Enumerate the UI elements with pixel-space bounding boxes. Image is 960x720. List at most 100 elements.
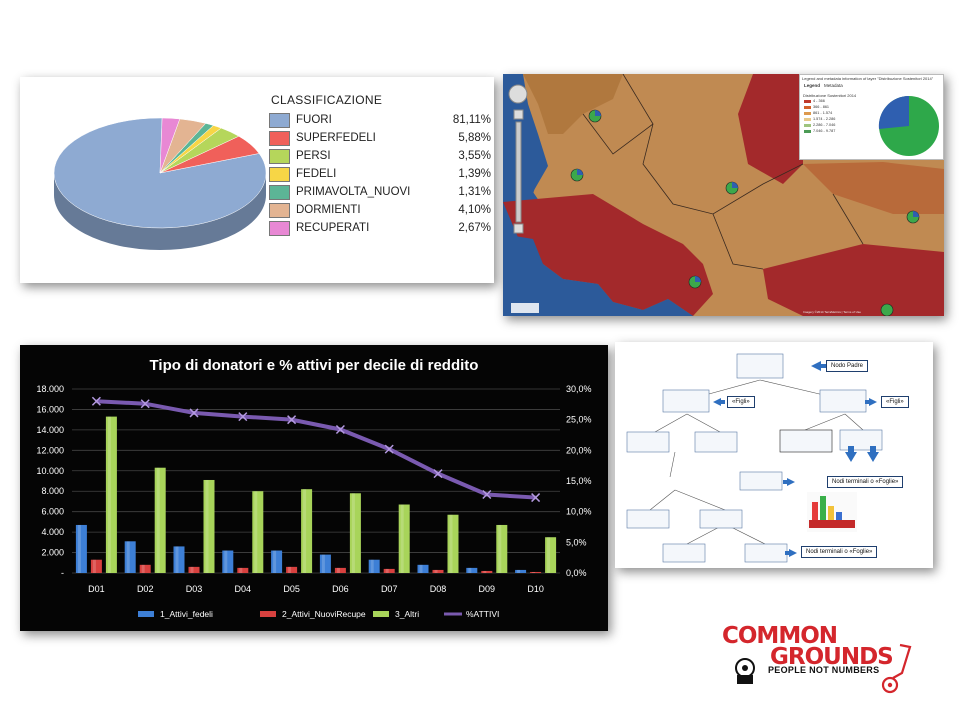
bar-highlight bbox=[336, 567, 340, 573]
pie-legend-item: FEDELI 1,39% bbox=[269, 166, 491, 184]
tree-label-leaves-upper: Nodi terminali o «Foglie» bbox=[827, 476, 904, 488]
line-marker bbox=[140, 399, 150, 409]
map-legend-label: 1.574 - 2.286 bbox=[813, 117, 836, 121]
legend-item-value: 81,11% bbox=[452, 114, 491, 126]
x-tick-label: D03 bbox=[186, 584, 203, 594]
y-right-tick-label: 0,0% bbox=[566, 568, 587, 578]
y-left-tick-label: 6.000 bbox=[41, 507, 64, 517]
y-left-tick-label: 8.000 bbox=[41, 486, 64, 496]
tree-label-children-left: «Figli» bbox=[727, 396, 755, 408]
map-legend-label: 861 - 1.574 bbox=[813, 111, 833, 115]
legend-label: %ATTIVI bbox=[466, 609, 499, 619]
line-marker bbox=[433, 469, 443, 479]
legend-item-value: 5,88% bbox=[458, 132, 491, 144]
bar-1_Attivi_fedeli bbox=[515, 569, 527, 573]
map-legend-row: 2.286 - 7.046 bbox=[804, 123, 835, 127]
bar-2_Attivi_NuoviRecupe bbox=[188, 566, 200, 573]
bar-highlight bbox=[468, 567, 472, 573]
pie-legend-item: PERSI 3,55% bbox=[269, 148, 491, 166]
legend-item-name: FEDELI bbox=[296, 168, 337, 180]
chart-legend-item: %ATTIVI bbox=[444, 609, 499, 619]
legend-swatch bbox=[269, 131, 290, 146]
pie-chart bbox=[53, 117, 267, 250]
map-zoom-control[interactable] bbox=[508, 84, 528, 234]
bar-3_Altri bbox=[203, 479, 215, 573]
bar-1_Attivi_fedeli bbox=[271, 550, 283, 573]
common-grounds-logo: COMMON GROUNDS PEOPLE NOT NUMBERS bbox=[718, 623, 918, 701]
y-left-tick-label: 2.000 bbox=[41, 548, 64, 558]
map-legend-window[interactable]: Legend and metadata information of layer… bbox=[799, 74, 944, 160]
legend-swatch bbox=[373, 611, 389, 617]
bar-2_Attivi_NuoviRecupe bbox=[286, 566, 298, 573]
tab-metadata[interactable]: Metadata bbox=[824, 83, 843, 88]
y-left-tick-label: 10.000 bbox=[36, 466, 64, 476]
line-marker bbox=[335, 424, 345, 435]
bar-highlight bbox=[254, 491, 258, 573]
y-left-tick-label: 12.000 bbox=[36, 445, 64, 455]
bar-chart-panel: - 2.000 4.000 6.000 8.000 10.000 12.000 14.000 1… bbox=[20, 345, 608, 631]
pie-legend-item: DORMIENTI 4,10% bbox=[269, 202, 491, 220]
map-panel[interactable]: Legend and metadata information of layer… bbox=[503, 74, 944, 316]
line-%ATTIVI bbox=[96, 399, 536, 500]
map-legend-label: 4 - 366 bbox=[813, 99, 825, 103]
y-left-tick-label: 4.000 bbox=[41, 527, 64, 537]
y-right-tick-label: 20,0% bbox=[566, 445, 592, 455]
map-legend-swatch bbox=[804, 117, 811, 121]
bar-highlight bbox=[385, 568, 389, 573]
chart-title: Tipo di donatori e % attivi per decile d… bbox=[149, 357, 479, 374]
bar-2_Attivi_NuoviRecupe bbox=[530, 571, 542, 573]
line-marker bbox=[531, 493, 541, 503]
tab-legend[interactable]: Legend bbox=[804, 83, 821, 88]
line-marker bbox=[384, 444, 394, 454]
bar-3_Altri bbox=[447, 514, 459, 573]
bar-1_Attivi_fedeli bbox=[417, 564, 429, 573]
map-legend-row: 1.574 - 2.286 bbox=[804, 117, 835, 121]
decision-tree-panel: Nodo Padre «Figli» «Figli» Nodi terminal… bbox=[615, 342, 933, 568]
bar-3_Altri bbox=[398, 504, 410, 573]
bar-highlight bbox=[224, 550, 228, 573]
tree-label-root: Nodo Padre bbox=[826, 360, 869, 372]
line-marker bbox=[482, 489, 492, 500]
legend-swatch bbox=[269, 185, 290, 200]
bar-1_Attivi_fedeli bbox=[75, 524, 87, 573]
bar-highlight bbox=[303, 489, 307, 573]
bar-1_Attivi_fedeli bbox=[319, 554, 331, 573]
legend-swatch bbox=[269, 149, 290, 164]
x-tick-label: D07 bbox=[381, 584, 398, 594]
bar-highlight bbox=[107, 416, 111, 573]
y-right-tick-label: 5,0% bbox=[566, 537, 587, 547]
legend-item-name: PRIMAVOLTA_NUOVI bbox=[296, 186, 411, 198]
legend-swatch bbox=[269, 167, 290, 182]
map-legend-swatch bbox=[804, 111, 811, 115]
legend-label: 3_Altri bbox=[395, 609, 419, 619]
bar-2_Attivi_NuoviRecupe bbox=[237, 567, 249, 573]
legend-item-value: 4,10% bbox=[458, 204, 491, 216]
bar-highlight bbox=[273, 550, 277, 573]
legend-item-name: PERSI bbox=[296, 150, 331, 162]
legend-label: 1_Attivi_fedeli bbox=[160, 609, 213, 619]
map-legend-row: 7.046 - 9.787 bbox=[804, 129, 835, 133]
x-tick-label: D02 bbox=[137, 584, 154, 594]
bar-highlight bbox=[434, 569, 438, 573]
line-marker bbox=[91, 396, 101, 406]
chart-legend-item: 1_Attivi_fedeli bbox=[138, 609, 213, 619]
y-left-tick-label: - bbox=[61, 568, 64, 578]
legend-item-value: 2,67% bbox=[458, 222, 491, 234]
line-marker bbox=[189, 408, 199, 418]
y-right-tick-label: 15,0% bbox=[566, 476, 592, 486]
pie-chart-panel: CLASSIFICAZIONE FUORI 81,11% SUPERFEDELI 5,… bbox=[20, 77, 494, 283]
pie-slice bbox=[159, 117, 181, 174]
map-legend-swatch bbox=[804, 123, 811, 127]
bar-1_Attivi_fedeli bbox=[222, 550, 234, 573]
x-tick-label: D01 bbox=[88, 584, 105, 594]
map-legend-swatch bbox=[804, 99, 811, 103]
legend-item-name: RECUPERATI bbox=[296, 222, 370, 234]
bar-1_Attivi_fedeli bbox=[368, 559, 380, 573]
map-pie-markers[interactable] bbox=[570, 109, 920, 316]
tree-logo-image bbox=[807, 492, 857, 532]
y-right-tick-label: 25,0% bbox=[566, 415, 592, 425]
bar-highlight bbox=[175, 546, 179, 573]
legend-swatch bbox=[138, 611, 154, 617]
x-tick-label: D04 bbox=[235, 584, 252, 594]
choropleth-map[interactable] bbox=[503, 74, 944, 316]
